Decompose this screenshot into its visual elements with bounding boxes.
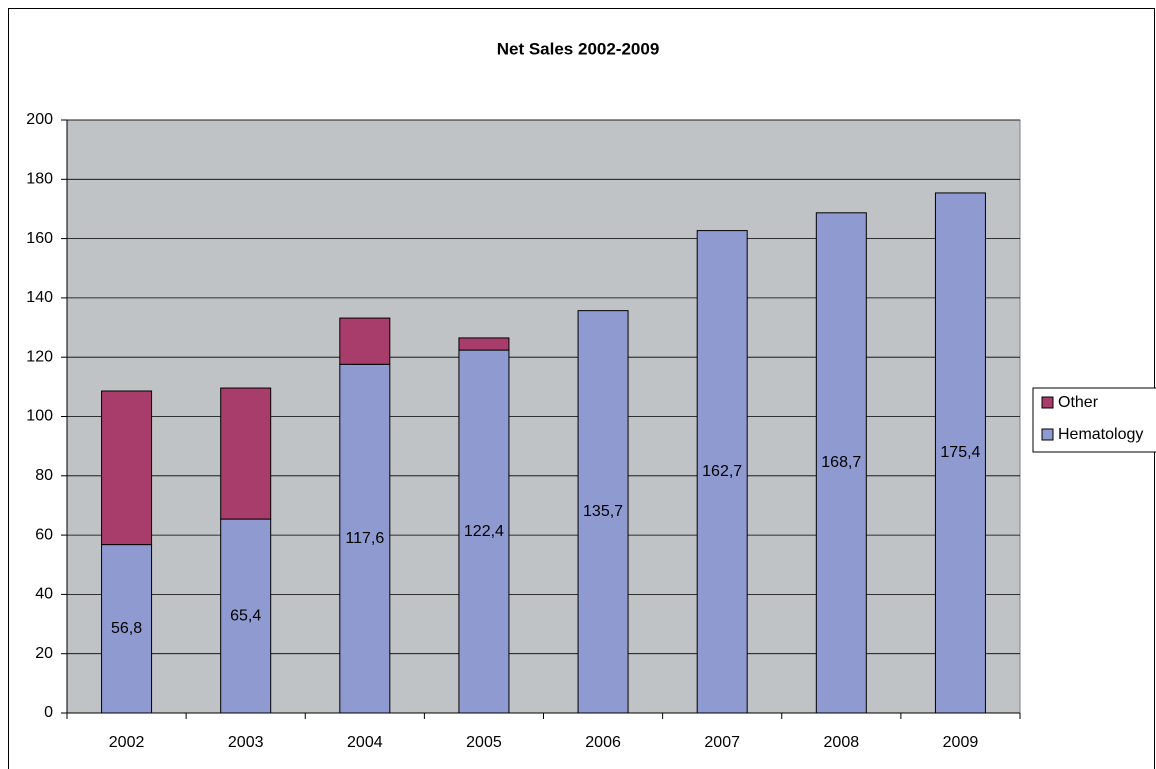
x-tick-label: 2003 [228, 734, 264, 751]
bar-segment [577, 310, 629, 714]
y-tick-label: 120 [26, 348, 53, 365]
data-label: 135,7 [583, 503, 623, 520]
x-tick-label: 2002 [109, 734, 145, 751]
bar-segment [339, 363, 391, 714]
bar-segment [934, 192, 986, 714]
legend-label: Hematology [1058, 426, 1143, 443]
bar-segment [220, 387, 272, 520]
y-tick-label: 140 [26, 289, 53, 306]
data-label: 168,7 [821, 454, 861, 471]
bar-segment [815, 212, 867, 714]
data-label: 175,4 [940, 444, 980, 461]
data-label: 65,4 [230, 607, 261, 624]
chart-title: Net Sales 2002-2009 [497, 39, 660, 58]
legend-swatch [1041, 428, 1054, 441]
legend-swatch [1041, 396, 1054, 409]
y-tick-label: 20 [35, 645, 53, 662]
bar-segment [220, 518, 272, 714]
x-tick-label: 2004 [347, 734, 383, 751]
bar-segment [458, 349, 510, 714]
data-label: 122,4 [464, 523, 504, 540]
x-tick-label: 2006 [585, 734, 621, 751]
x-tick-label: 2008 [824, 734, 860, 751]
x-tick-label: 2009 [943, 734, 979, 751]
x-tick-label: 2005 [466, 734, 502, 751]
y-tick-label: 100 [26, 408, 53, 425]
y-tick-label: 0 [44, 704, 53, 721]
data-label: 117,6 [345, 530, 384, 547]
y-tick-label: 80 [35, 467, 53, 484]
bar-segment [101, 390, 153, 546]
y-tick-label: 180 [26, 171, 53, 188]
bar-segment [696, 230, 748, 714]
bar-segment [339, 317, 391, 365]
legend-label: Other [1058, 394, 1099, 411]
bar-segment [101, 544, 153, 714]
y-tick-label: 60 [35, 526, 53, 543]
data-label: 56,8 [111, 620, 142, 637]
data-label: 162,7 [702, 463, 742, 480]
bar-segment [458, 337, 510, 351]
y-tick-label: 40 [35, 586, 53, 603]
y-tick-label: 160 [26, 230, 53, 247]
x-tick-label: 2007 [704, 734, 740, 751]
y-tick-label: 200 [26, 111, 53, 128]
